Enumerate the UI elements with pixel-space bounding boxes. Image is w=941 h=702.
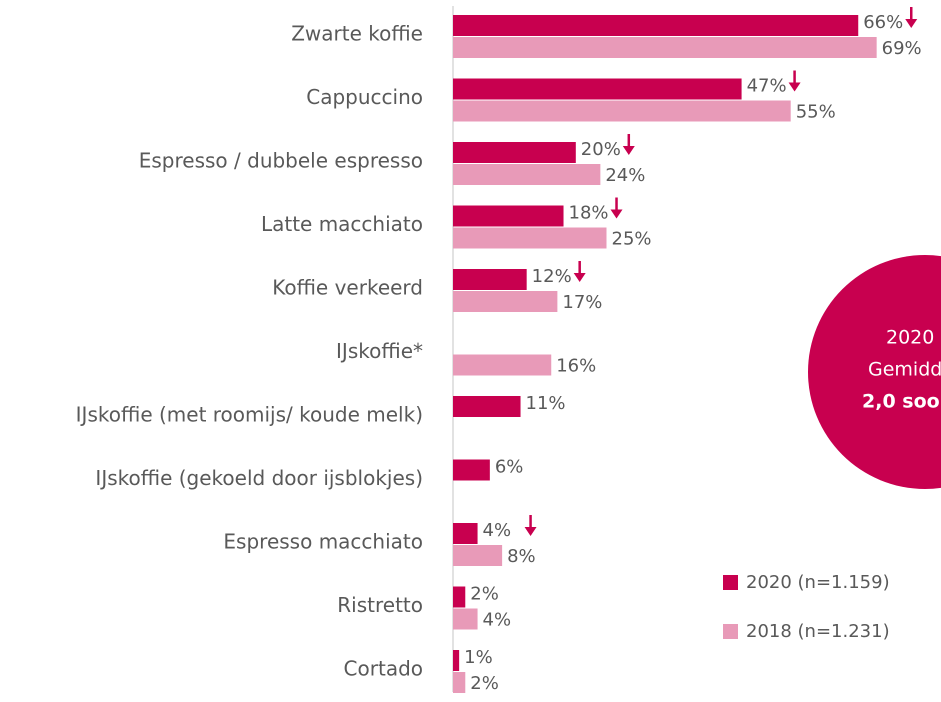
value-label: 18%	[569, 203, 609, 224]
bar	[453, 205, 564, 227]
value-label: 55%	[796, 102, 836, 123]
category-label: Ristretto	[337, 593, 423, 617]
value-label: 4%	[483, 610, 512, 631]
value-label: 66%	[863, 12, 903, 33]
bar	[453, 291, 558, 312]
value-label: 17%	[562, 292, 602, 313]
category-label: IJskoffie (gekoeld door ijsblokjes)	[95, 466, 423, 490]
category-label: IJskoffie*	[336, 339, 423, 363]
bar	[453, 142, 576, 163]
bar	[453, 269, 527, 290]
value-label: 2%	[470, 584, 499, 605]
bar	[453, 227, 607, 249]
bar	[453, 459, 490, 481]
value-label: 24%	[605, 165, 645, 186]
value-label: 25%	[612, 229, 652, 250]
category-label: Cortado	[344, 657, 423, 681]
value-label: 16%	[556, 356, 596, 377]
category-label: Cappuccino	[306, 85, 423, 109]
decrease-arrow-head	[905, 19, 918, 28]
bar	[453, 100, 791, 122]
bar	[453, 164, 601, 185]
bar	[453, 608, 478, 630]
legend-swatch	[723, 624, 738, 639]
bar	[453, 37, 877, 58]
decrease-arrow-head	[622, 146, 635, 155]
value-label: 47%	[747, 76, 787, 97]
decrease-arrow-head	[610, 209, 623, 219]
value-label: 2%	[470, 673, 499, 694]
annotation-text: Gemidd	[868, 359, 941, 381]
decrease-arrow-head	[524, 527, 537, 536]
category-label: IJskoffie (met roomijs/ koude melk)	[76, 403, 423, 427]
value-label: 4%	[483, 520, 512, 541]
bar	[453, 523, 478, 544]
value-label: 8%	[507, 546, 536, 567]
value-label: 20%	[581, 139, 621, 160]
bar	[453, 396, 521, 417]
category-label: Latte macchiato	[261, 212, 423, 236]
bar	[453, 650, 460, 671]
value-label: 11%	[526, 393, 566, 414]
legend-label: 2020 (n=1.159)	[746, 572, 890, 593]
category-label: Espresso / dubbele espresso	[139, 149, 423, 173]
annotation-circle	[808, 255, 941, 489]
bar	[453, 78, 742, 100]
value-label: 1%	[464, 647, 493, 668]
annotation-text: 2020	[886, 327, 934, 349]
bar	[453, 545, 503, 566]
bar	[453, 586, 466, 608]
bar	[453, 672, 466, 693]
legend-label: 2018 (n=1.231)	[746, 621, 890, 642]
bar	[453, 354, 552, 376]
bar	[453, 15, 859, 36]
decrease-arrow-head	[573, 273, 586, 282]
legend-swatch	[723, 575, 738, 590]
value-label: 69%	[882, 38, 922, 59]
annotation-text: 2,0 soor	[862, 391, 941, 413]
category-label: Koffie verkeerd	[272, 276, 423, 300]
category-label: Zwarte koffie	[291, 22, 423, 46]
value-label: 6%	[495, 457, 524, 478]
decrease-arrow-head	[788, 82, 801, 92]
category-label: Espresso macchiato	[223, 530, 423, 554]
value-label: 12%	[532, 266, 572, 287]
